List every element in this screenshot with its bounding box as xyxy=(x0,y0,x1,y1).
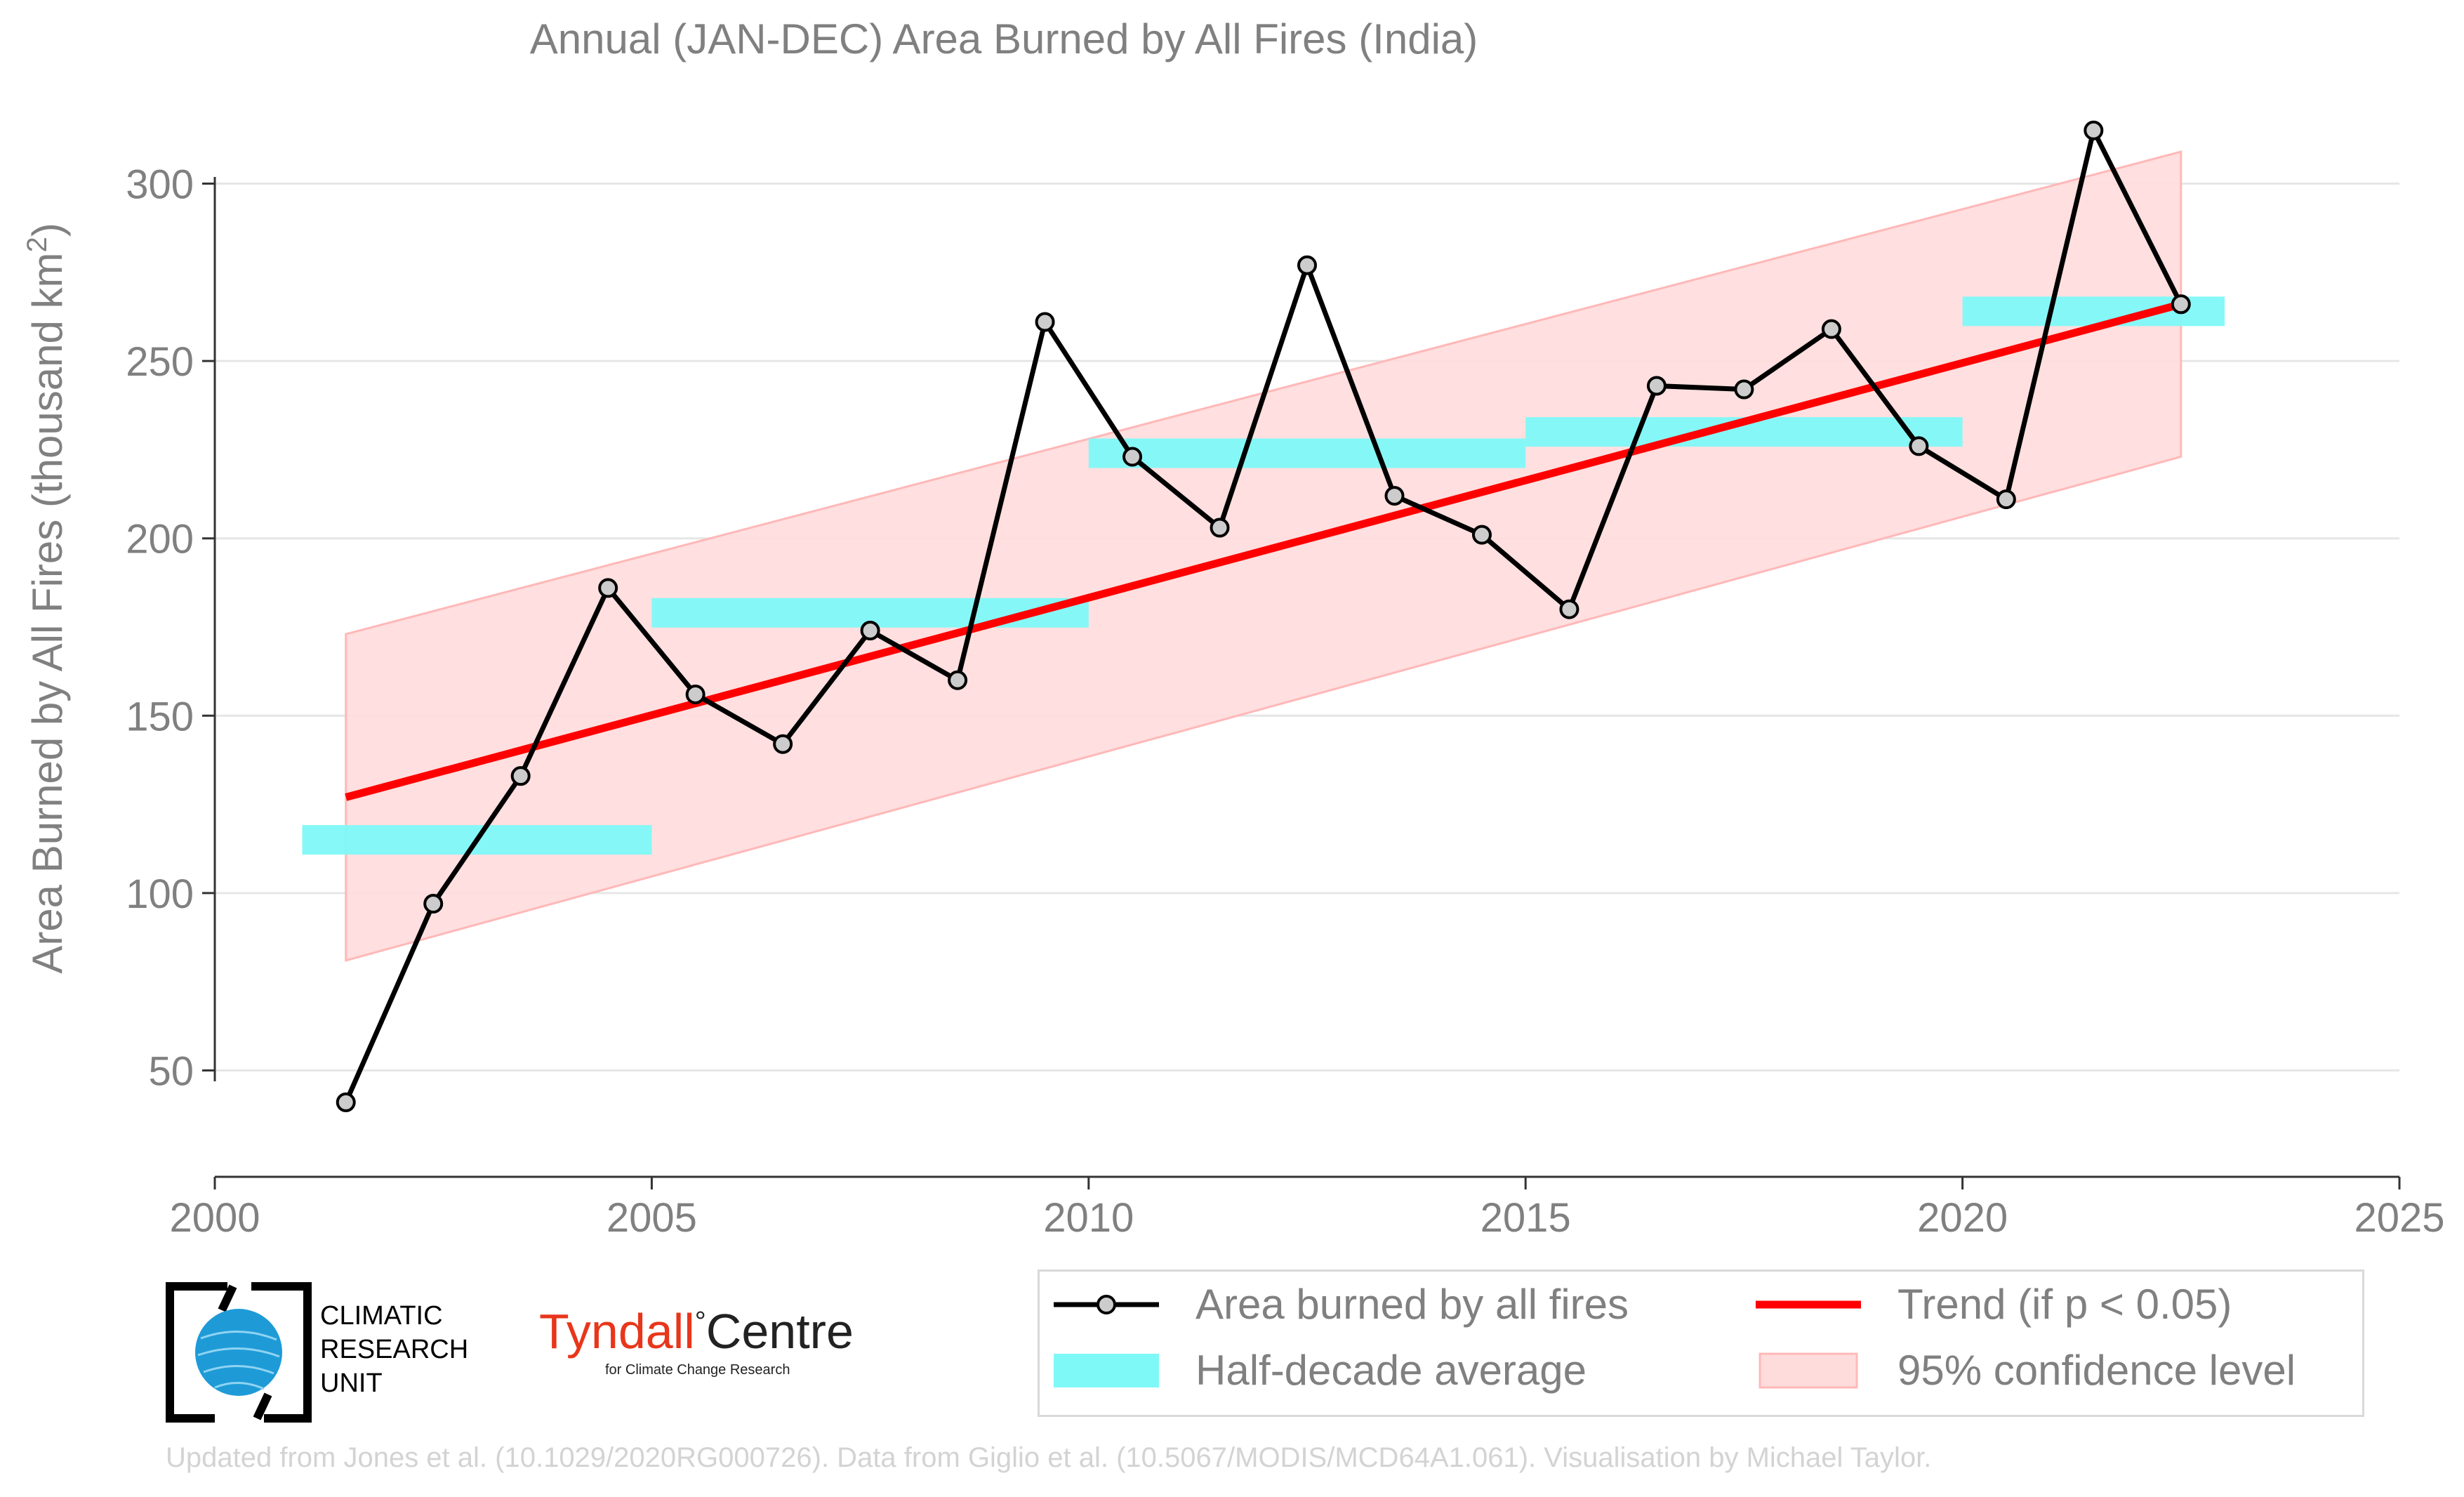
data-point-2003.5 xyxy=(510,766,531,786)
data-point-2008.5 xyxy=(948,670,968,690)
cru-globe-icon xyxy=(166,1282,312,1423)
legend-label-series: Area burned by all fires xyxy=(1195,1281,1629,1328)
legend-item-series: Area burned by all fires xyxy=(1054,1280,1629,1328)
data-point-2020.5 xyxy=(1996,489,2016,510)
data-point-2019.5 xyxy=(1909,436,1929,456)
data-point-2014.5 xyxy=(1471,525,1492,545)
data-point-2002.5 xyxy=(423,894,444,914)
legend-label-band: 95% confidence level xyxy=(1897,1347,2296,1394)
cru-logo: CLIMATIC RESEARCH UNIT xyxy=(166,1282,496,1423)
data-point-2016.5 xyxy=(1646,376,1667,396)
y-tick-label-250: 250 xyxy=(126,339,194,385)
cru-line-2: RESEARCH xyxy=(320,1335,469,1364)
footer-credits: Updated from Jones et al. (10.1029/2020R… xyxy=(166,1442,1932,1473)
tyndall-name: Tyndall°Centre xyxy=(539,1303,854,1359)
x-tick-label-2020: 2020 xyxy=(1917,1195,2008,1241)
legend-item-halfdecade: Half-decade average xyxy=(1054,1346,1587,1394)
legend-swatch-band xyxy=(1756,1350,1861,1392)
tyndall-subtitle: for Climate Change Research xyxy=(605,1362,790,1378)
y-axis-label: Area Burned by All Fires (thousand km2) xyxy=(22,223,71,973)
data-point-2012.5 xyxy=(1297,255,1317,275)
y-tick-label-50: 50 xyxy=(148,1048,194,1094)
y-tick-label-200: 200 xyxy=(126,517,194,562)
series-line xyxy=(343,123,2183,1104)
legend: Area burned by all fires Trend (if p < 0… xyxy=(1038,1270,2364,1417)
cru-line-1: CLIMATIC xyxy=(320,1301,443,1331)
tyndall-degree: ° xyxy=(694,1306,706,1338)
data-point-2011.5 xyxy=(1210,517,1230,538)
x-tick-label-2025: 2025 xyxy=(2354,1195,2444,1241)
tyndall-name-main: Tyndall xyxy=(539,1304,695,1359)
data-point-2006.5 xyxy=(773,734,793,754)
data-point-2018.5 xyxy=(1821,319,1841,339)
y-axis-label-close: ) xyxy=(24,223,71,237)
trend-line-segment xyxy=(345,300,2183,801)
legend-swatch-halfdecade xyxy=(1054,1350,1159,1392)
legend-swatch-series xyxy=(1054,1284,1159,1326)
data-point-2010.5 xyxy=(1122,447,1143,467)
data-point-2015.5 xyxy=(1559,599,1579,619)
y-tick-label-150: 150 xyxy=(126,694,194,739)
y-tick-label-300: 300 xyxy=(126,162,194,208)
tyndall-logo: Tyndall°Centre for Climate Change Resear… xyxy=(539,1303,854,1387)
cru-text: CLIMATIC RESEARCH UNIT xyxy=(320,1299,468,1400)
x-tick-label-2015: 2015 xyxy=(1481,1195,1571,1241)
legend-item-band: 95% confidence level xyxy=(1756,1346,2296,1394)
data-point-2021.5 xyxy=(2084,120,2104,140)
data-point-2013.5 xyxy=(1384,486,1405,506)
legend-swatch-trend xyxy=(1756,1284,1861,1326)
data-point-2022.5 xyxy=(2171,294,2191,315)
data-point-2017.5 xyxy=(1734,379,1754,400)
chart-title: Annual (JAN-DEC) Area Burned by All Fire… xyxy=(530,15,1478,62)
cru-line-3: UNIT xyxy=(320,1369,383,1398)
x-tick-label-2000: 2000 xyxy=(169,1195,260,1241)
chart: Annual (JAN-DEC) Area Burned by All Fire… xyxy=(22,15,2445,1241)
data-point-2004.5 xyxy=(598,578,618,598)
legend-item-trend: Trend (if p < 0.05) xyxy=(1756,1280,2232,1328)
x-tick-label-2010: 2010 xyxy=(1043,1195,1134,1241)
axes: 50 100 150 200 250 300 2000 2005 2010 2015 2020 202… xyxy=(126,162,2444,1241)
data-point-2005.5 xyxy=(685,684,706,704)
legend-label-trend: Trend (if p < 0.05) xyxy=(1897,1281,2232,1328)
y-axis-label-main: Area Burned by All Fires (thousand km xyxy=(24,253,71,974)
y-tick-label-100: 100 xyxy=(126,871,194,917)
y-axis-label-sup: 2 xyxy=(22,237,53,252)
data-point-2009.5 xyxy=(1035,312,1055,332)
data-point-2001.5 xyxy=(336,1092,356,1112)
legend-label-halfdecade: Half-decade average xyxy=(1195,1347,1587,1394)
area-burned-series xyxy=(336,120,2191,1112)
trend-line xyxy=(345,300,2183,801)
tyndall-centre: Centre xyxy=(706,1304,854,1359)
x-tick-label-2005: 2005 xyxy=(607,1195,697,1241)
data-point-2007.5 xyxy=(860,621,880,641)
